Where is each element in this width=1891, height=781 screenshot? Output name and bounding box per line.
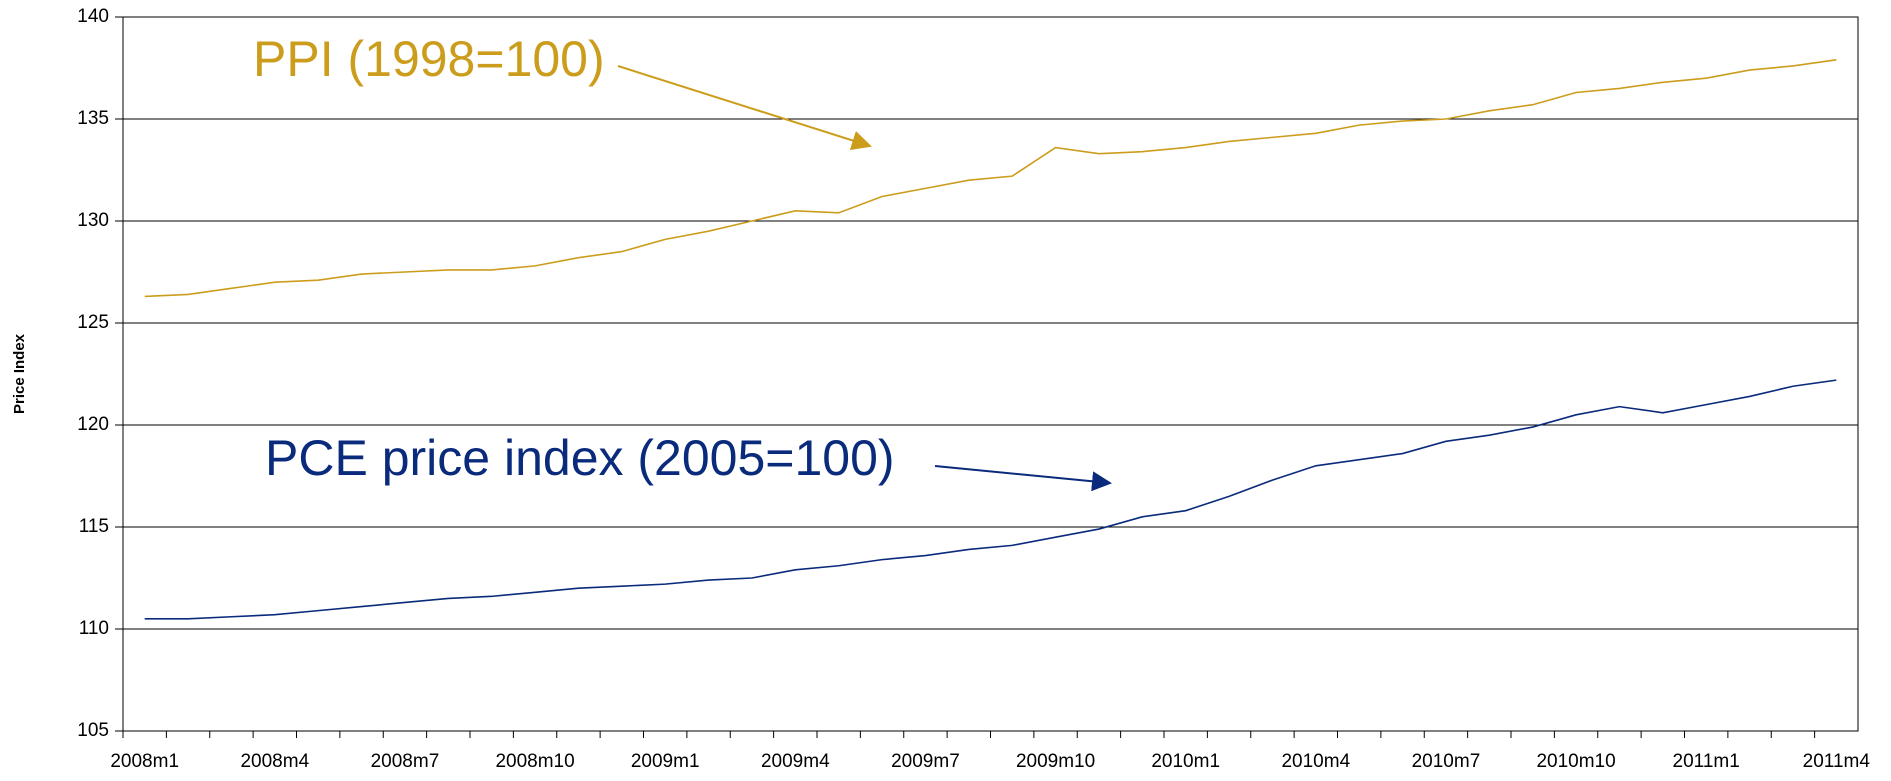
y-tick-label: 135 — [77, 108, 109, 129]
series-line — [144, 379, 1837, 620]
legend-label: PPI (1998=100) — [253, 31, 605, 87]
series-line — [144, 59, 1837, 298]
x-tick-label: 2010m7 — [1412, 751, 1481, 772]
y-axis-label: Price Index — [11, 333, 28, 414]
annotation-arrow — [617, 65, 872, 151]
y-tick-label: 120 — [77, 414, 109, 435]
x-tick-label: 2008m1 — [110, 751, 179, 772]
x-tick-label: 2009m10 — [1016, 751, 1095, 772]
y-tick-label: 105 — [77, 720, 109, 741]
x-tick-label: 2011m1 — [1673, 751, 1740, 772]
x-tick-label: 2010m1 — [1151, 751, 1220, 772]
x-tick-label: 2009m7 — [891, 751, 960, 772]
x-tick-label: 2008m10 — [495, 751, 574, 772]
x-tick-label: 2010m10 — [1536, 751, 1615, 772]
x-tick-label: 2008m4 — [240, 751, 309, 772]
y-tick-label: 125 — [77, 312, 109, 333]
x-tick-label: 2011m4 — [1803, 751, 1871, 772]
y-tick-label: 140 — [77, 6, 109, 27]
y-tick-label: 130 — [77, 210, 109, 231]
x-tick-label: 2009m4 — [761, 751, 830, 772]
y-tick-label: 110 — [79, 618, 109, 639]
x-tick-label: 2008m7 — [371, 751, 440, 772]
annotation-arrow — [934, 465, 1112, 492]
legend-label: PCE price index (2005=100) — [265, 430, 895, 486]
x-tick-label: 2009m1 — [631, 751, 700, 772]
y-tick-label: 115 — [79, 516, 109, 537]
plot-frame — [122, 16, 1859, 732]
x-tick-label: 2010m4 — [1281, 751, 1350, 772]
